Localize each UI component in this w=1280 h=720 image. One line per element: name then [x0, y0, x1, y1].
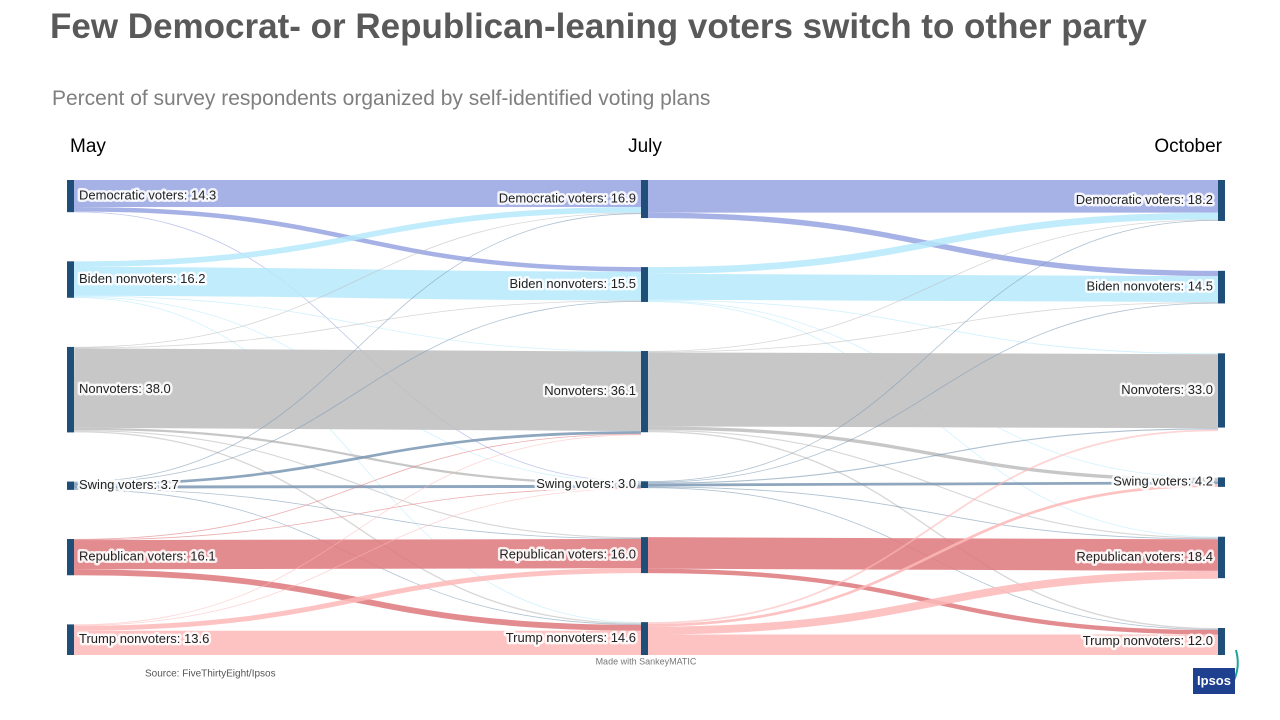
chart-subtitle: Percent of survey respondents organized …: [52, 87, 711, 110]
node: [1218, 536, 1225, 579]
node-label: Democratic voters: 18.2: [1076, 192, 1213, 207]
node: [67, 346, 74, 433]
flow: [73, 300, 642, 483]
node-label: Democratic voters: 14.3: [79, 188, 216, 203]
flow: [647, 352, 1219, 429]
flow: [73, 207, 642, 267]
flow: [73, 538, 642, 570]
node: [1218, 270, 1225, 304]
node: [67, 624, 74, 655]
node: [67, 180, 74, 213]
node-label: Trump nonvoters: 14.6: [506, 630, 636, 645]
flow: [647, 426, 1219, 482]
node: [641, 622, 648, 655]
node-label: Democratic voters: 16.9: [499, 190, 636, 205]
node-label: Republican voters: 18.4: [1076, 549, 1213, 564]
flow: [73, 295, 642, 352]
column-header: July: [628, 136, 662, 157]
node: [641, 267, 648, 302]
node-label: Swing voters: 3.7: [79, 477, 179, 492]
node-label: Trump nonvoters: 12.0: [1083, 633, 1213, 648]
node-label: Biden nonvoters: 14.5: [1087, 279, 1213, 294]
flow: [73, 427, 642, 485]
flow: [73, 429, 642, 539]
node-label: Nonvoters: 33.0: [1121, 382, 1213, 397]
node: [1218, 353, 1225, 428]
flow: [647, 484, 1219, 627]
flow: [647, 486, 1219, 540]
node: [641, 180, 648, 219]
flow: [647, 430, 1219, 630]
logo: Ipsos: [1193, 668, 1235, 694]
node-label: Trump nonvoters: 13.6: [79, 631, 209, 646]
node: [67, 539, 74, 576]
flow: [73, 488, 642, 626]
column-header: May: [70, 136, 106, 157]
node: [1218, 628, 1225, 655]
flow: [647, 273, 1219, 303]
node: [641, 351, 648, 433]
flow: [647, 219, 1219, 352]
flow: [73, 266, 642, 301]
node-label: Biden nonvoters: 15.5: [510, 276, 636, 291]
node-label: Biden nonvoters: 16.2: [79, 271, 205, 286]
flow: [647, 302, 1219, 353]
flow: [73, 568, 642, 631]
links: [73, 179, 1219, 656]
flow: [647, 570, 1219, 635]
node: [641, 537, 648, 574]
node: [67, 261, 74, 298]
flow: [73, 211, 642, 483]
node: [1218, 180, 1225, 221]
source: Source: FiveThirtyEight/Ipsos: [145, 669, 276, 680]
flow: [647, 481, 1219, 487]
flow: [73, 487, 642, 541]
node: [641, 481, 648, 489]
flow: [73, 300, 642, 349]
node-label: Nonvoters: 36.1: [544, 383, 636, 398]
node: [1218, 477, 1225, 487]
flow: [73, 431, 642, 486]
node-label: Nonvoters: 38.0: [79, 381, 171, 396]
flow: [73, 297, 642, 623]
flow: [73, 213, 642, 483]
flow: [647, 302, 1219, 483]
flow: [73, 433, 642, 540]
node: [67, 481, 74, 490]
node-label: Swing voters: 4.2: [1113, 474, 1213, 489]
flow: [647, 219, 1219, 483]
flow: [647, 212, 1219, 274]
flow: [647, 429, 1219, 624]
chart-title: Few Democrat- or Republican-leaning vote…: [50, 7, 1147, 46]
column-header: October: [1154, 136, 1222, 157]
flow: [73, 431, 642, 625]
node-label: Swing voters: 3.0: [536, 476, 636, 491]
flow: [73, 212, 642, 348]
node-label: Republican voters: 16.0: [499, 547, 636, 562]
credit: Made with SankeyMATIC: [596, 656, 697, 666]
flow: [73, 434, 642, 626]
flow: [647, 428, 1219, 484]
flow: [73, 348, 642, 432]
node-label: Republican voters: 16.1: [79, 549, 216, 564]
